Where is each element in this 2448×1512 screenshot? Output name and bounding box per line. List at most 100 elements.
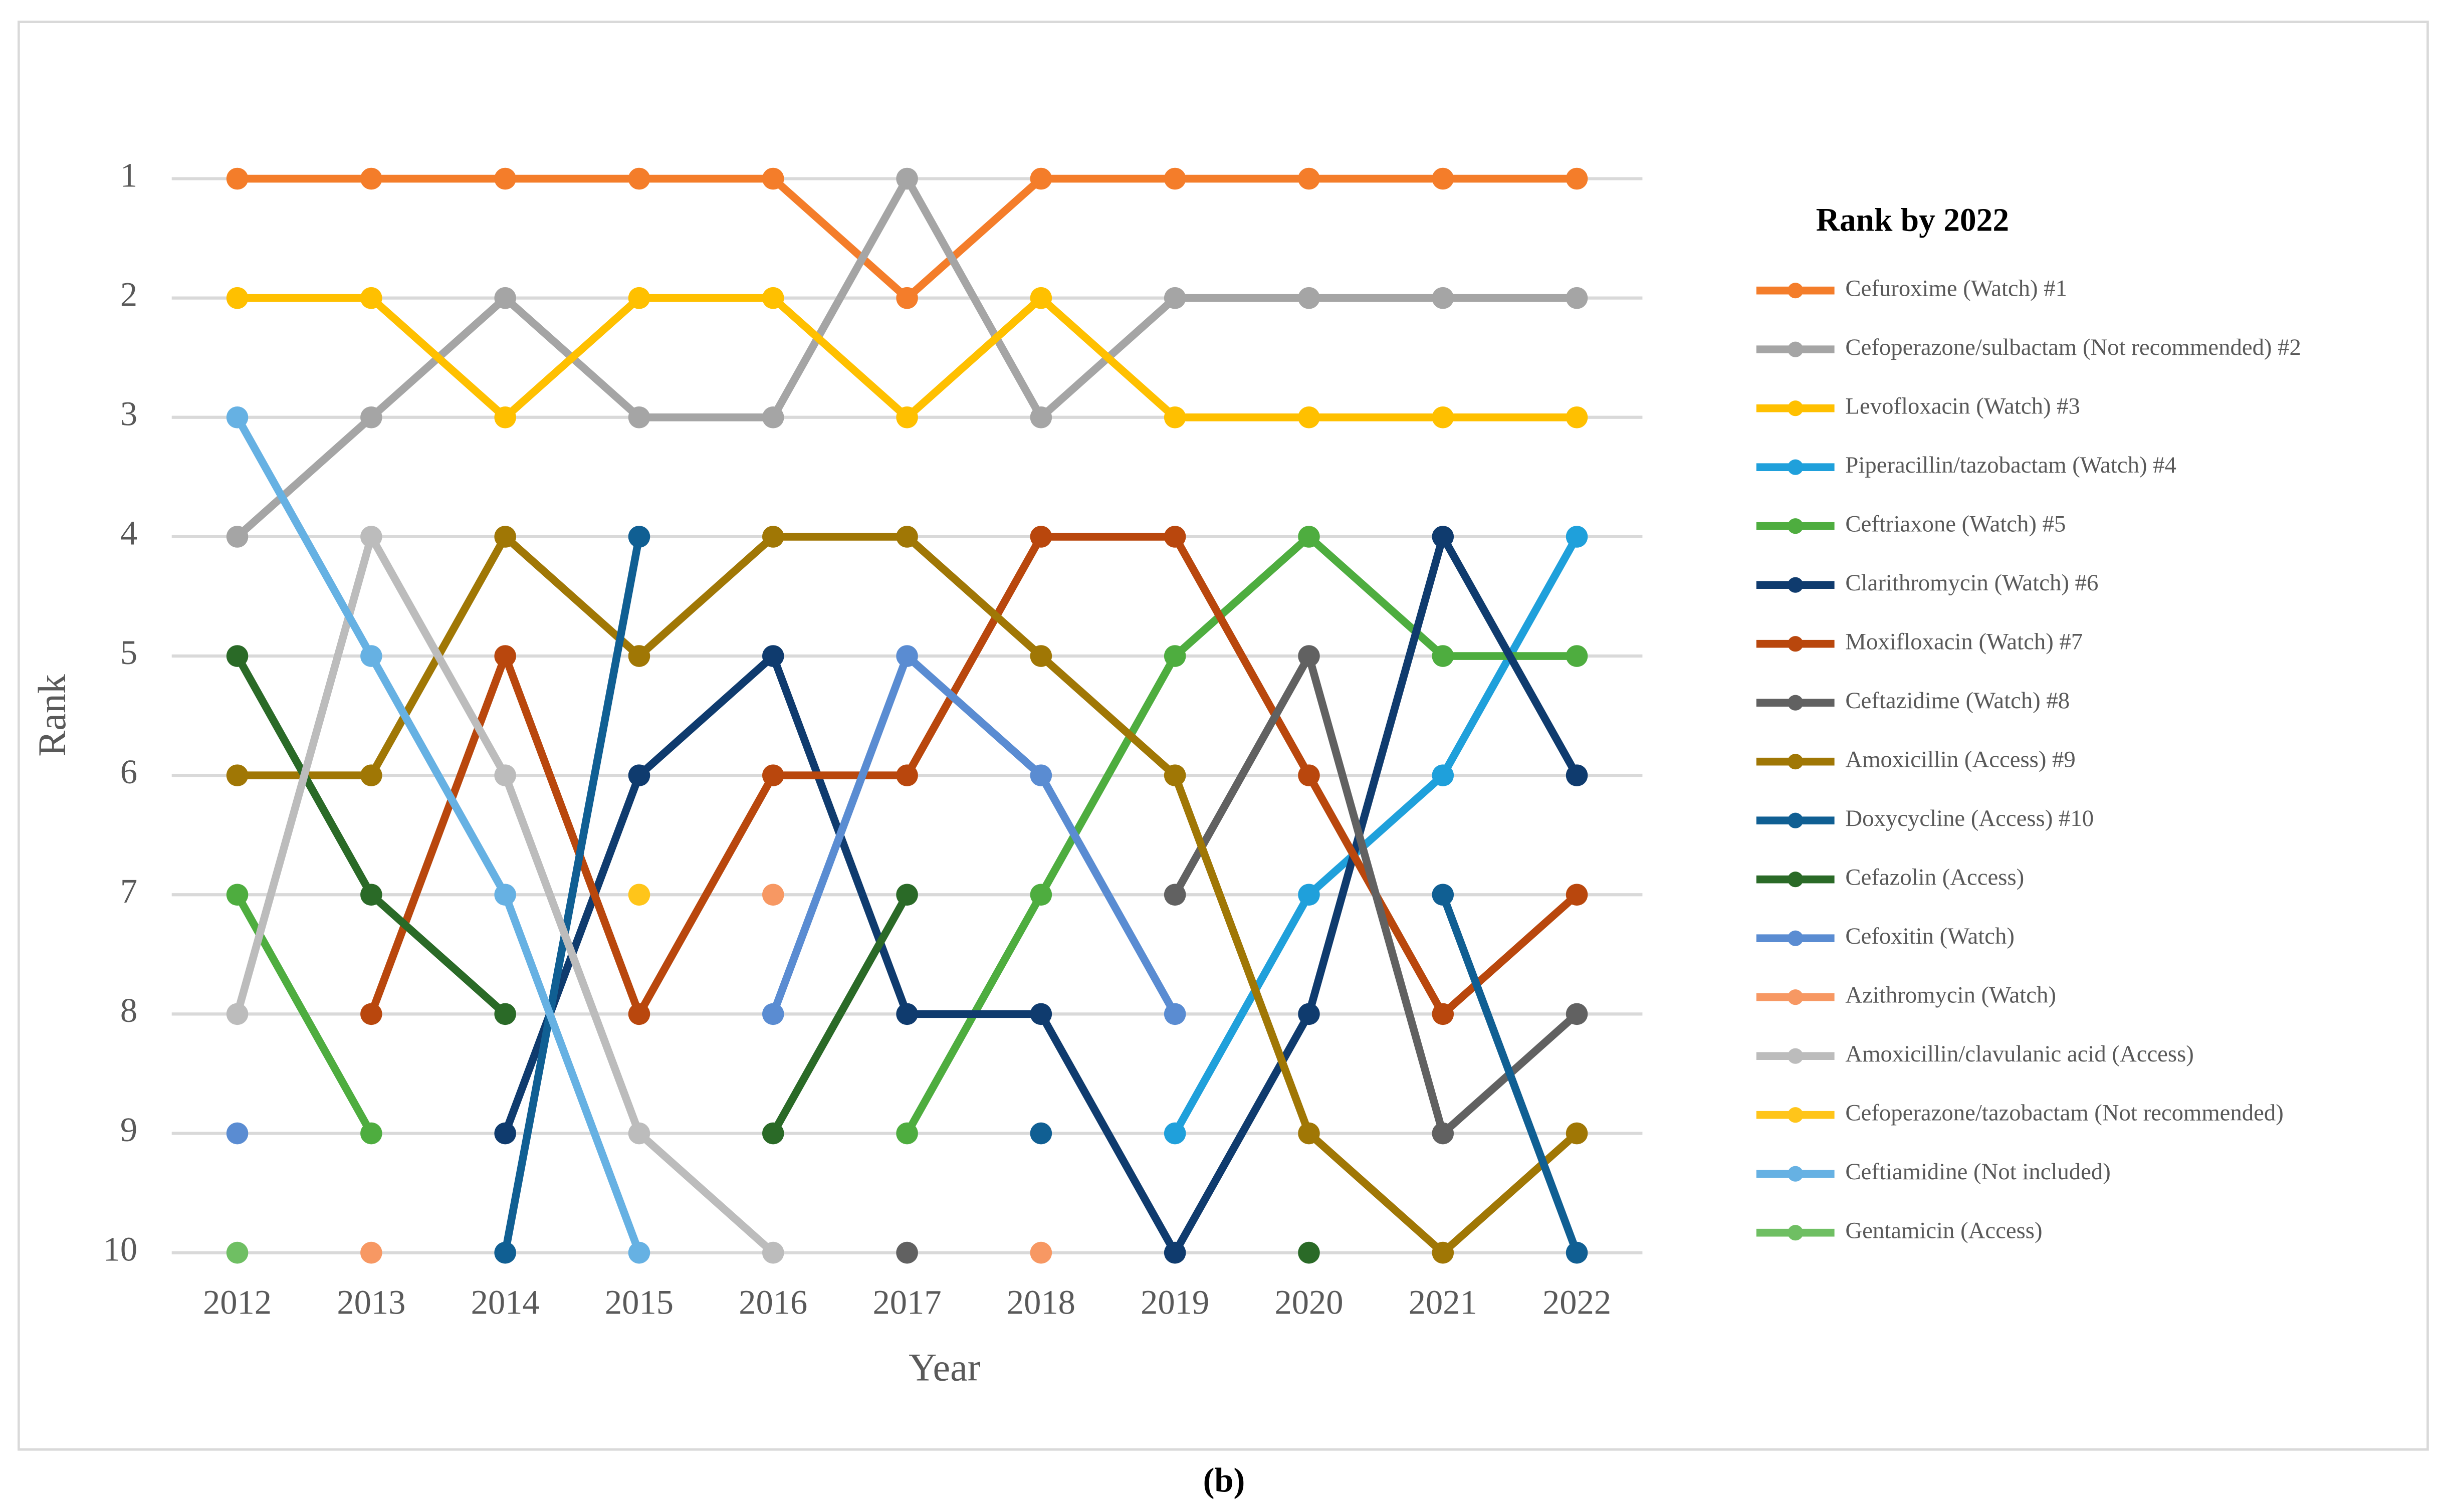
point [360,1241,382,1264]
point [360,406,382,428]
point [494,406,516,428]
legend-label: Amoxicillin/clavulanic acid (Access) [1845,1041,2193,1067]
legend-marker [1788,459,1804,475]
point [628,1122,650,1145]
point [494,1003,516,1025]
x-tick-label: 2018 [1007,1283,1075,1321]
point [628,526,650,548]
legend-label: Cefoperazone/tazobactam (Not recommended… [1845,1100,2283,1126]
x-tick-label: 2014 [471,1283,540,1321]
point [1164,406,1186,428]
point [1298,167,1320,190]
point [494,1241,516,1264]
point [762,1241,784,1264]
legend-marker [1788,341,1804,357]
legend-marker [1788,695,1804,711]
x-tick-label: 2012 [203,1283,272,1321]
point [1164,167,1186,190]
point [896,406,918,428]
point [1298,1003,1320,1025]
point [1432,287,1454,309]
x-tick-label: 2021 [1409,1283,1477,1321]
point [226,1003,249,1025]
point [1566,645,1588,667]
point [1566,167,1588,190]
point [762,1122,784,1145]
point [1566,1122,1588,1145]
legend-label: Doxycycline (Access) #10 [1845,805,2094,831]
point [1566,287,1588,309]
point [226,764,249,786]
point [226,167,249,190]
legend-label: Cefazolin (Access) [1845,864,2024,890]
y-tick-label: 5 [120,633,137,672]
legend-marker [1788,930,1804,946]
legend-label: Clarithromycin (Watch) #6 [1845,570,2098,596]
point [360,1003,382,1025]
point [1566,884,1588,906]
point [1030,1241,1052,1264]
point [360,526,382,548]
y-tick-label: 10 [103,1230,138,1268]
point [762,764,784,786]
point [1432,526,1454,548]
point [762,406,784,428]
point [628,167,650,190]
legend-marker [1788,1048,1804,1064]
point [494,1122,516,1145]
point [762,1003,784,1025]
point [1030,167,1052,190]
point [896,1122,918,1145]
legend-marker [1788,518,1804,534]
legend-label: Levofloxacin (Watch) #3 [1845,393,2080,419]
y-tick-label: 4 [120,514,137,552]
legend-marker [1788,1107,1804,1123]
legend-title: Rank by 2022 [1816,202,2009,239]
y-tick-label: 7 [120,872,137,910]
point [1432,406,1454,428]
x-tick-label: 2016 [739,1283,807,1321]
legend-label: Cefoxitin (Watch) [1845,923,2014,949]
legend-marker [1788,283,1804,299]
point [1298,406,1320,428]
point [1164,645,1186,667]
y-tick-label: 2 [120,275,137,313]
chart-border [18,21,2429,1451]
series-line [234,415,643,1254]
point [1030,526,1052,548]
legend-label: Ceftriaxone (Watch) #5 [1845,511,2066,537]
point [1030,764,1052,786]
legend-marker [1788,812,1804,828]
y-axis-title: Rank [31,674,74,757]
point [360,287,382,309]
point [494,764,516,786]
point [762,167,784,190]
legend-label: Cefuroxime (Watch) #1 [1845,275,2067,301]
y-tick-label: 1 [120,156,137,194]
point [1030,287,1052,309]
point [1298,884,1320,906]
point [1164,1122,1186,1145]
point [494,526,516,548]
point [226,884,249,906]
point [1566,526,1588,548]
point [628,287,650,309]
y-tick-label: 8 [120,991,137,1029]
point [1298,287,1320,309]
point [1298,526,1320,548]
point [1432,645,1454,667]
point [1298,645,1320,667]
caption: (b) [1203,1461,1245,1499]
point [1432,884,1454,906]
point [628,1241,650,1264]
point [896,287,918,309]
point [494,167,516,190]
x-tick-label: 2017 [873,1283,942,1321]
point [1030,1003,1052,1025]
point [762,526,784,548]
point [628,884,650,906]
legend-label: Moxifloxacin (Watch) #7 [1845,628,2083,655]
point [1566,406,1588,428]
point [1164,884,1186,906]
legend-marker [1788,636,1804,652]
